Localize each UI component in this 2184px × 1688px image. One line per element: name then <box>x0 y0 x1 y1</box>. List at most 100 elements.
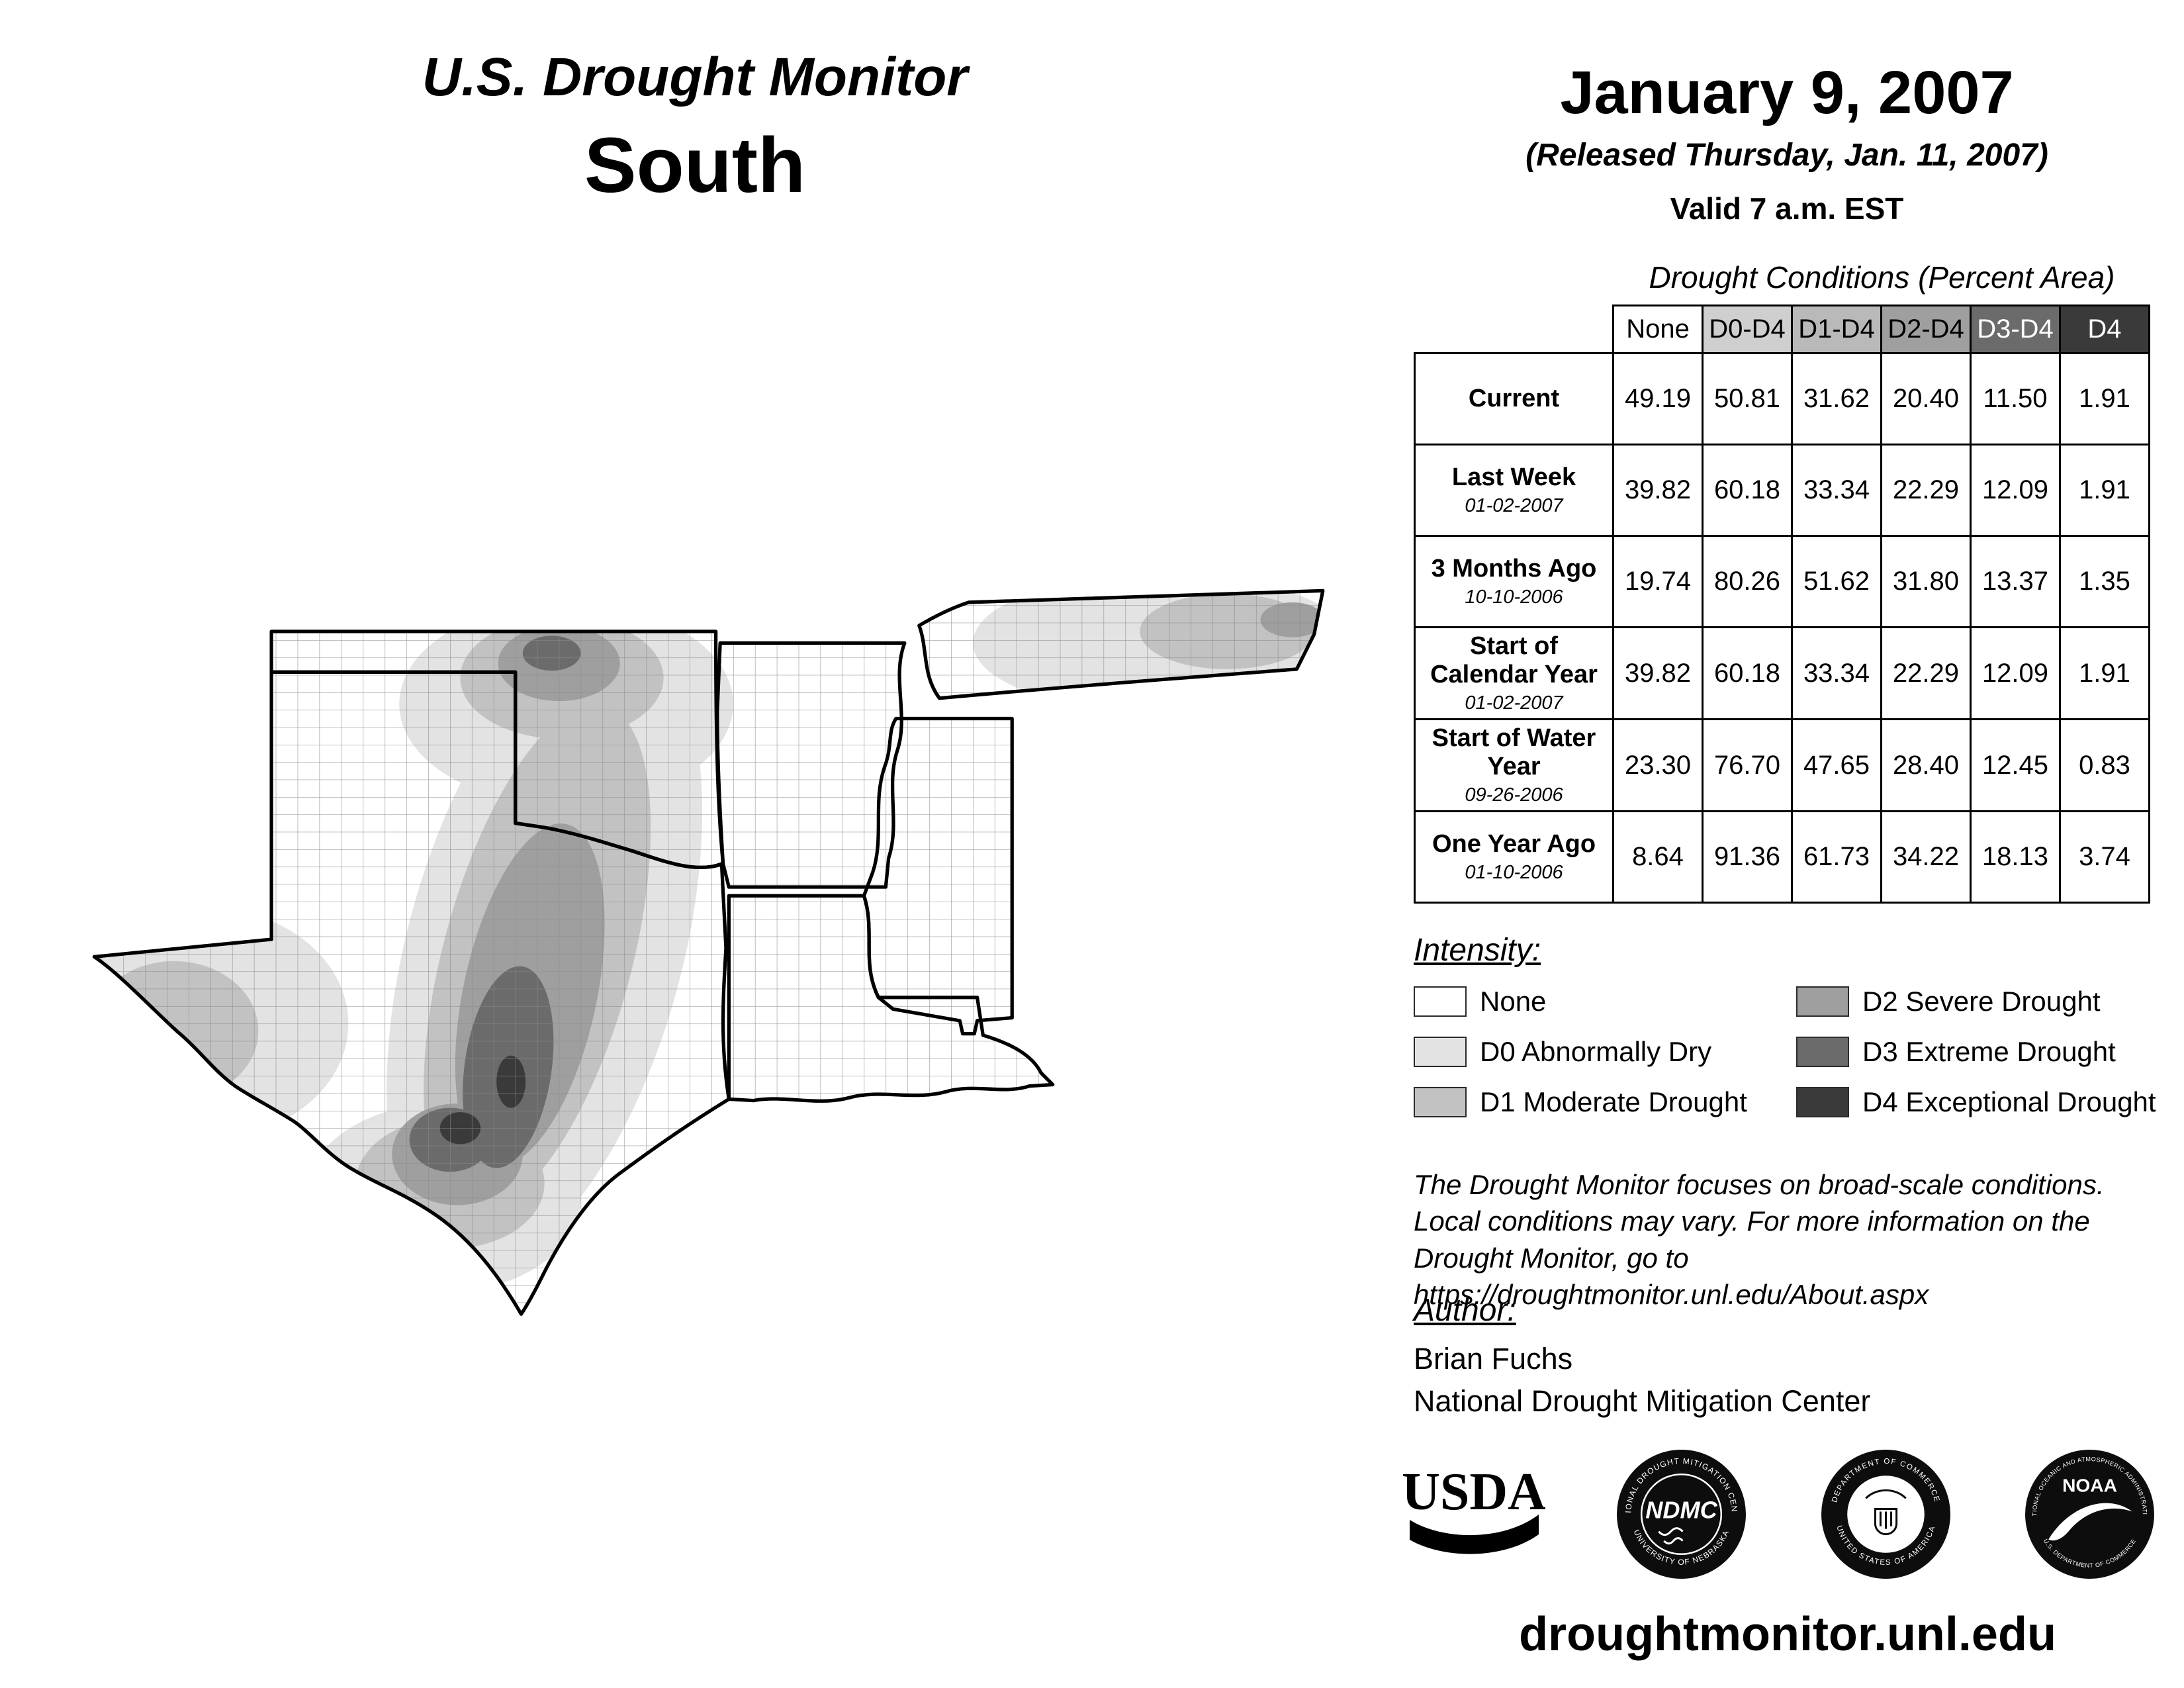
table-cell: 91.36 <box>1702 810 1793 904</box>
table-header-row: None D0-D4 D1-D4 D2-D4 D3-D4 D4 <box>1415 305 2150 354</box>
legend-swatch-d2 <box>1796 986 1849 1017</box>
commerce-logo: DEPARTMENT OF COMMERCE UNITED STATES OF … <box>1821 1450 1950 1579</box>
table-cell: 19.74 <box>1612 535 1704 628</box>
row-label: Current <box>1468 385 1560 413</box>
disclaimer-line: Local conditions may vary. For more info… <box>1414 1205 2090 1237</box>
table-row: Current 49.19 50.81 31.62 20.40 11.50 1.… <box>1414 352 2150 445</box>
legend-label: D2 Severe Drought <box>1862 986 2101 1017</box>
table-cell: 60.18 <box>1702 444 1793 537</box>
county-grid-layer <box>94 590 1323 1315</box>
row-label: Last Week <box>1451 463 1576 491</box>
row-date: 01-02-2007 <box>1465 495 1563 517</box>
page-title: U.S. Drought Monitor <box>422 47 968 107</box>
table-cell: 1.91 <box>2059 444 2150 537</box>
noaa-bird-icon <box>2048 1503 2132 1541</box>
usda-swoosh <box>1410 1514 1539 1554</box>
legend-item: D2 Severe Drought <box>1796 986 2156 1017</box>
legend-item: D3 Extreme Drought <box>1796 1036 2156 1068</box>
table-cell: 22.29 <box>1880 626 1972 721</box>
table-cell: 39.82 <box>1612 444 1704 537</box>
col-header-d4: D4 <box>2059 305 2150 354</box>
legend-title: Intensity: <box>1414 933 1541 968</box>
table-cell: 31.62 <box>1791 352 1882 445</box>
table-cell: 49.19 <box>1612 352 1704 445</box>
author-org: National Drought Mitigation Center <box>1414 1384 1871 1418</box>
row-label: One Year Ago <box>1432 829 1596 858</box>
table-row: Last Week 01-02-2007 39.82 60.18 33.34 2… <box>1414 444 2150 537</box>
table-cell: 31.80 <box>1880 535 1972 628</box>
noaa-logo: NATIONAL OCEANIC AND ATMOSPHERIC ADMINIS… <box>2025 1450 2154 1579</box>
table-cell: 80.26 <box>1702 535 1793 628</box>
table-cell: 13.37 <box>1970 535 2061 628</box>
drought-map-section <box>79 588 1343 1358</box>
col-header-d2d4: D2-D4 <box>1880 305 1972 354</box>
table-row: One Year Ago 01-10-2006 8.64 91.36 61.73… <box>1414 810 2150 904</box>
table-cell: 33.34 <box>1791 444 1882 537</box>
table-cell: 18.13 <box>1970 810 2061 904</box>
author-title: Author: <box>1414 1293 1516 1328</box>
table-cell: 12.09 <box>1970 626 2061 721</box>
date-header: January 9, 2007 (Released Thursday, Jan.… <box>1420 58 2154 226</box>
legend-item: D0 Abnormally Dry <box>1414 1036 1796 1068</box>
ndmc-logo: NATIONAL DROUGHT MITIGATION CENTER UNIVE… <box>1617 1450 1747 1579</box>
commerce-eagle-icon <box>1864 1489 1907 1536</box>
table-cell: 76.70 <box>1702 718 1793 813</box>
table-title: Drought Conditions (Percent Area) <box>1649 260 2115 295</box>
table-cell: 33.34 <box>1791 626 1882 721</box>
legend-item: D1 Moderate Drought <box>1414 1086 1796 1118</box>
table-cell: 1.91 <box>2059 626 2150 721</box>
table-cell: 1.91 <box>2059 352 2150 445</box>
table-cell: 20.40 <box>1880 352 1972 445</box>
table-cell: 50.81 <box>1702 352 1793 445</box>
table-cell: 0.83 <box>2059 718 2150 813</box>
usda-logo-text: USDA <box>1403 1463 1545 1521</box>
author-section: Author: Brian Fuchs National Drought Mit… <box>1414 1292 1870 1419</box>
noaa-logo-text: NOAA <box>2062 1475 2117 1495</box>
row-date: 09-26-2006 <box>1465 784 1563 806</box>
map-header: U.S. Drought Monitor South <box>179 46 1211 211</box>
col-header-d3d4: D3-D4 <box>1970 305 2061 354</box>
row-date: 10-10-2006 <box>1465 586 1563 608</box>
table-row: Start of Water Year 09-26-2006 23.30 76.… <box>1414 718 2150 813</box>
table-cell: 1.35 <box>2059 535 2150 628</box>
table-corner-cell <box>1415 306 1614 353</box>
valid-time: Valid 7 a.m. EST <box>1670 191 1904 226</box>
row-label: Start of Calendar Year <box>1430 632 1598 688</box>
table-cell: 51.62 <box>1791 535 1882 628</box>
ndmc-logo-text: NDMC <box>1646 1497 1718 1524</box>
legend-swatch-d3 <box>1796 1037 1849 1067</box>
region-title: South <box>584 122 806 209</box>
legend-swatch-d1 <box>1414 1087 1467 1117</box>
table-cell: 60.18 <box>1702 626 1793 721</box>
usda-logo: USDA <box>1403 1463 1545 1554</box>
ndmc-wave-icon <box>1663 1537 1684 1545</box>
table-cell: 22.29 <box>1880 444 1972 537</box>
author-name: Brian Fuchs <box>1414 1342 1573 1376</box>
row-date: 01-10-2006 <box>1465 862 1563 884</box>
ndmc-inner-ring <box>1641 1473 1723 1556</box>
legend-swatch-none <box>1414 986 1467 1017</box>
released-date: (Released Thursday, Jan. 11, 2007) <box>1525 138 2048 173</box>
table-cell: 12.09 <box>1970 444 2061 537</box>
table-cell: 8.64 <box>1612 810 1704 904</box>
disclaimer-line: The Drought Monitor focuses on broad-sca… <box>1414 1169 2105 1200</box>
row-label: 3 Months Ago <box>1431 554 1597 583</box>
table-row: 3 Months Ago 10-10-2006 19.74 80.26 51.6… <box>1414 535 2150 628</box>
ndmc-wave-icon <box>1658 1527 1684 1536</box>
table-cell: 12.45 <box>1970 718 2061 813</box>
footer-url: droughtmonitor.unl.edu <box>1519 1608 2056 1661</box>
disclaimer-line: Drought Monitor, go to https://droughtmo… <box>1414 1242 1929 1311</box>
table-cell: 28.40 <box>1880 718 1972 813</box>
conditions-table: None D0-D4 D1-D4 D2-D4 D3-D4 D4 Current … <box>1414 305 2150 904</box>
drought-map <box>79 588 1343 1358</box>
conditions-table-section: Drought Conditions (Percent Area) None D… <box>1414 259 2152 904</box>
col-header-none: None <box>1612 305 1704 354</box>
legend-item: None <box>1414 986 1796 1017</box>
col-header-d1d4: D1-D4 <box>1791 305 1882 354</box>
ndmc-seal-circle <box>1617 1450 1747 1579</box>
legend-label: D1 Moderate Drought <box>1480 1086 1747 1117</box>
table-cell: 34.22 <box>1880 810 1972 904</box>
legend-label: D4 Exceptional Drought <box>1862 1086 2156 1117</box>
table-cell: 61.73 <box>1791 810 1882 904</box>
agency-logos: USDA NATIONAL DROUGHT MITIGATION CENTER … <box>1403 1446 2158 1582</box>
